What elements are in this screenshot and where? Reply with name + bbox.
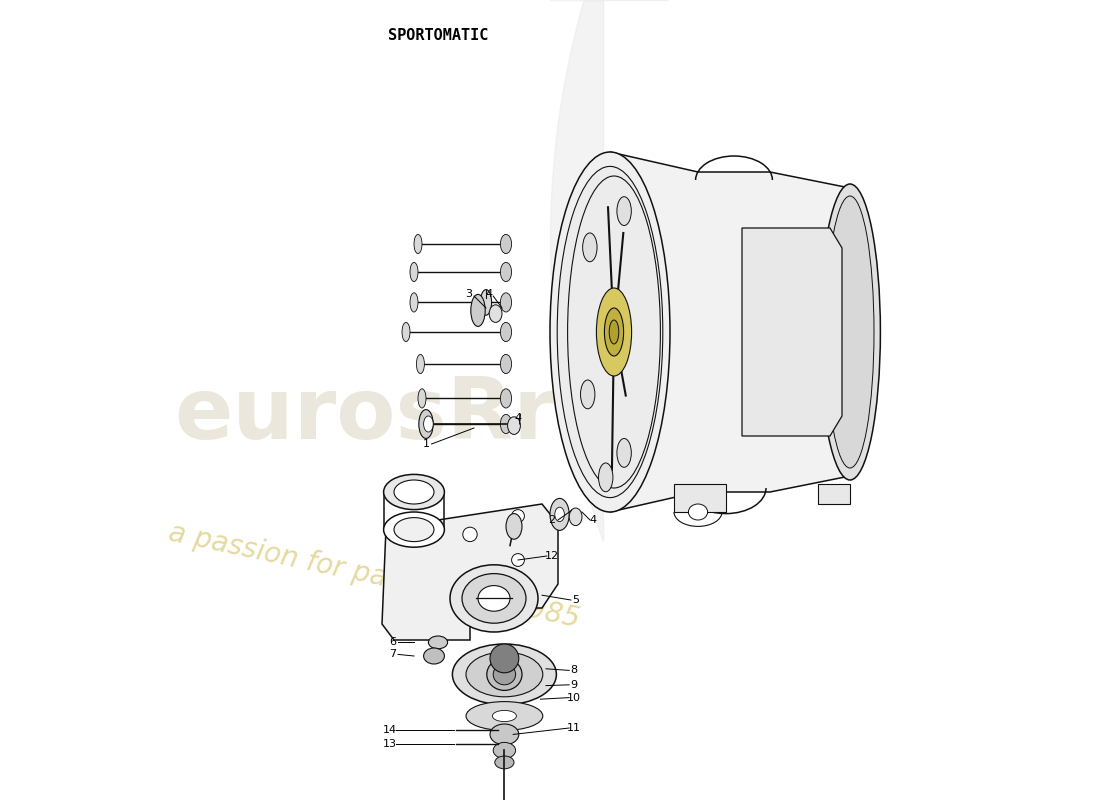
Ellipse shape: [466, 652, 542, 697]
Ellipse shape: [410, 293, 418, 312]
Ellipse shape: [500, 293, 512, 312]
Ellipse shape: [583, 233, 597, 262]
Ellipse shape: [493, 664, 516, 685]
Ellipse shape: [558, 166, 663, 498]
Ellipse shape: [490, 644, 519, 673]
Ellipse shape: [414, 234, 422, 254]
Ellipse shape: [500, 414, 512, 434]
Ellipse shape: [604, 308, 624, 356]
Ellipse shape: [418, 389, 426, 408]
Ellipse shape: [452, 644, 557, 705]
Ellipse shape: [394, 518, 435, 542]
Polygon shape: [742, 228, 842, 436]
Ellipse shape: [581, 380, 595, 409]
Ellipse shape: [462, 574, 526, 623]
Text: 10: 10: [566, 693, 581, 702]
Ellipse shape: [617, 438, 631, 467]
Ellipse shape: [417, 354, 425, 374]
Ellipse shape: [466, 702, 542, 730]
Ellipse shape: [495, 756, 514, 769]
Text: 8: 8: [571, 666, 578, 675]
Text: 1: 1: [422, 439, 429, 449]
Ellipse shape: [596, 288, 631, 376]
Ellipse shape: [493, 710, 516, 722]
Ellipse shape: [428, 636, 448, 649]
Ellipse shape: [500, 322, 512, 342]
Ellipse shape: [450, 565, 538, 632]
Ellipse shape: [506, 514, 522, 539]
Polygon shape: [382, 504, 558, 640]
Ellipse shape: [507, 417, 520, 434]
Text: SPORTOMATIC: SPORTOMATIC: [388, 28, 488, 43]
Ellipse shape: [481, 290, 492, 315]
Ellipse shape: [384, 512, 444, 547]
Ellipse shape: [554, 507, 564, 522]
Ellipse shape: [424, 648, 444, 664]
Ellipse shape: [609, 320, 619, 344]
Text: 5: 5: [572, 595, 579, 605]
Ellipse shape: [487, 658, 522, 690]
Text: 12: 12: [544, 551, 559, 561]
Ellipse shape: [490, 305, 502, 322]
Ellipse shape: [512, 510, 525, 522]
Polygon shape: [818, 484, 850, 504]
Ellipse shape: [550, 498, 569, 530]
Ellipse shape: [463, 527, 477, 542]
Text: 7: 7: [388, 650, 396, 659]
Ellipse shape: [617, 197, 631, 226]
Ellipse shape: [820, 184, 880, 480]
Text: 9: 9: [571, 680, 578, 690]
Ellipse shape: [598, 463, 613, 492]
Ellipse shape: [478, 586, 510, 611]
Text: 11: 11: [566, 723, 581, 733]
Ellipse shape: [569, 508, 582, 526]
Ellipse shape: [826, 196, 875, 468]
Text: a passion for parts since 1985: a passion for parts since 1985: [166, 518, 582, 634]
Text: 6: 6: [389, 637, 396, 646]
Text: 2: 2: [548, 515, 556, 525]
Ellipse shape: [424, 416, 433, 432]
Text: 4: 4: [590, 515, 597, 525]
Ellipse shape: [500, 389, 512, 408]
Ellipse shape: [500, 354, 512, 374]
Polygon shape: [610, 152, 862, 512]
Ellipse shape: [500, 234, 512, 254]
Ellipse shape: [493, 742, 516, 758]
Text: 14: 14: [383, 725, 397, 734]
Ellipse shape: [490, 724, 519, 745]
Ellipse shape: [419, 410, 433, 438]
Polygon shape: [674, 484, 726, 512]
Ellipse shape: [402, 322, 410, 342]
Text: eurosRres: eurosRres: [174, 374, 666, 458]
Ellipse shape: [419, 414, 428, 434]
Text: 4: 4: [515, 414, 521, 423]
Ellipse shape: [500, 262, 512, 282]
Ellipse shape: [689, 504, 707, 520]
Ellipse shape: [471, 294, 485, 326]
Ellipse shape: [384, 474, 444, 510]
Ellipse shape: [410, 262, 418, 282]
Ellipse shape: [394, 480, 435, 504]
Ellipse shape: [550, 152, 670, 512]
Ellipse shape: [512, 554, 525, 566]
Text: 4: 4: [485, 290, 493, 299]
Text: 13: 13: [383, 739, 397, 749]
Text: 3: 3: [465, 290, 472, 299]
